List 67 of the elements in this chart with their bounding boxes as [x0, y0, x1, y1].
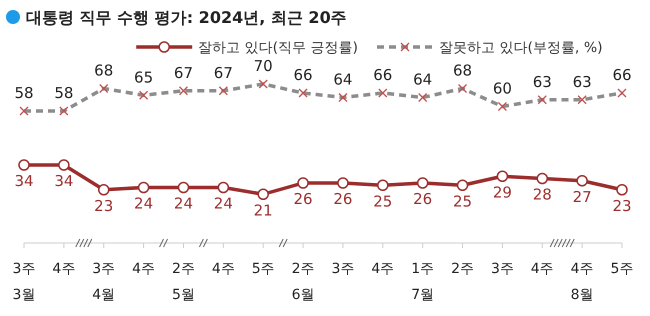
data-label: 64 — [413, 70, 432, 88]
data-label: 26 — [333, 190, 352, 208]
data-label: 25 — [452, 192, 472, 210]
data-label: 66 — [294, 66, 313, 84]
data-label: 70 — [254, 57, 273, 75]
data-label: 34 — [54, 172, 74, 190]
point — [58, 159, 70, 171]
data-label: 67 — [174, 64, 194, 82]
data-label: 34 — [14, 172, 34, 190]
x-tick-label: 2주 5월 — [172, 261, 195, 303]
data-label: 25 — [373, 192, 392, 210]
point — [297, 177, 309, 189]
point — [178, 182, 190, 194]
point — [18, 159, 30, 171]
data-label: 68 — [94, 62, 114, 80]
point — [98, 184, 110, 196]
data-label: 64 — [333, 70, 352, 88]
data-label: 26 — [413, 190, 432, 208]
point — [416, 177, 428, 189]
x-tick-label: 5주 — [252, 261, 275, 277]
x-tick-label: 5주 — [610, 261, 634, 277]
point — [377, 180, 389, 191]
x-tick-label: 4주 — [212, 261, 235, 277]
x-tick-label: 4주 — [132, 261, 156, 277]
point — [337, 177, 349, 189]
data-label: 23 — [94, 196, 114, 215]
x-tick-label: 4주 — [371, 261, 394, 277]
data-label: 66 — [373, 66, 392, 84]
data-label: 68 — [452, 62, 472, 80]
chart-title: 대통령 직무 수행 평가: 2024년, 최근 20주 — [26, 8, 347, 27]
x-tick-label: 2주 — [451, 261, 474, 277]
x-tick-label: 2주 6월 — [292, 261, 315, 303]
x-tick-label: 3주 4월 — [92, 261, 116, 303]
x-tick-label: 3주 — [331, 261, 354, 277]
x-tick-label: 3주 — [490, 261, 514, 277]
point — [138, 182, 150, 194]
data-label: 21 — [254, 201, 273, 220]
point — [576, 175, 588, 186]
data-label: 27 — [572, 188, 592, 206]
point — [616, 184, 628, 196]
x-tick-label: 4주 — [52, 261, 76, 277]
point — [456, 180, 468, 191]
legend-label: 잘못하고 있다(부정률, %) — [439, 40, 603, 56]
point — [257, 188, 269, 200]
data-label: 63 — [572, 72, 592, 91]
point — [536, 172, 548, 184]
data-label: 58 — [14, 84, 34, 102]
data-label: 65 — [134, 68, 154, 86]
data-label: 23 — [612, 196, 632, 215]
x-tick-label: 1주 7월 — [411, 261, 434, 303]
point — [218, 182, 230, 194]
data-label: 66 — [612, 66, 632, 84]
x-tick-label: 3주 3월 — [12, 261, 36, 303]
point — [496, 170, 508, 182]
data-label: 63 — [532, 72, 552, 91]
data-label: 67 — [214, 64, 233, 82]
data-label: 26 — [294, 190, 313, 208]
data-label: 24 — [214, 194, 233, 212]
x-tick-label: 4주 — [530, 261, 554, 277]
data-label: 24 — [174, 194, 194, 212]
data-label: 29 — [492, 183, 512, 202]
data-label: 58 — [54, 84, 74, 102]
data-label: 24 — [134, 194, 154, 212]
x-tick-label: 4주 8월 — [570, 261, 594, 303]
data-label: 28 — [532, 186, 552, 204]
legend-label: 잘하고 있다(직무 긍정률) — [198, 40, 358, 56]
data-label: 60 — [492, 80, 512, 98]
